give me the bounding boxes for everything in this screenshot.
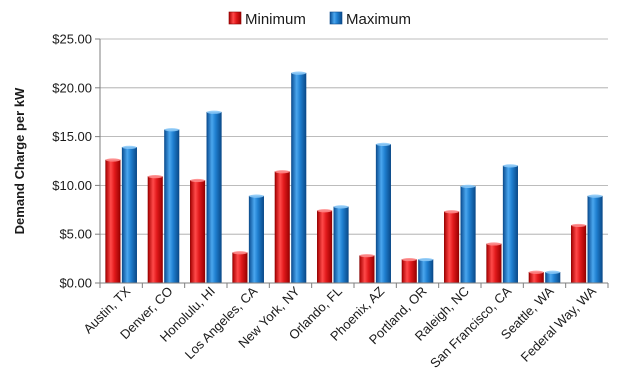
bar-cap-minimum xyxy=(275,170,290,174)
legend: Minimum Maximum xyxy=(228,11,411,28)
bar-maximum xyxy=(418,259,434,284)
bar-cap-minimum xyxy=(190,178,205,183)
bar-cap-maximum xyxy=(460,184,476,188)
legend-swatch-maximum xyxy=(329,11,343,25)
bar-cap-minimum xyxy=(359,254,375,258)
bar-cap-minimum xyxy=(444,210,459,214)
legend-label-maximum: Maximum xyxy=(346,11,411,28)
bar-cap-maximum xyxy=(249,194,264,198)
bar-cap-minimum xyxy=(317,209,332,213)
bar-maximum xyxy=(545,271,561,284)
bar-cap-minimum xyxy=(148,175,163,179)
y-tick-label: $25.00 xyxy=(52,32,92,47)
bar-minimum xyxy=(401,259,417,284)
bar-minimum xyxy=(486,243,502,284)
bar-maximum xyxy=(375,144,391,284)
bar-cap-maximum xyxy=(545,270,560,274)
y-tick-label: $10.00 xyxy=(52,178,92,193)
bar-cap-maximum xyxy=(291,71,306,75)
bar-maximum xyxy=(206,111,222,284)
bar-minimum xyxy=(274,171,290,284)
bar-minimum xyxy=(359,255,375,284)
y-axis-ticks: $0.00 $5.00 $10.00 $15.00 $20.00 $25.00 xyxy=(52,32,100,291)
bar-maximum xyxy=(164,129,180,284)
y-tick-label: $20.00 xyxy=(52,80,92,95)
bar-cap-maximum xyxy=(418,257,433,262)
bar-maximum xyxy=(460,186,476,284)
bar-cap-maximum xyxy=(503,164,518,168)
bar-minimum xyxy=(105,159,121,284)
bar-cap-maximum xyxy=(376,142,391,147)
y-axis-title: Demand Charge per kW xyxy=(12,87,27,234)
bar-minimum xyxy=(528,271,544,284)
bar-cap-minimum xyxy=(105,158,121,162)
bar-minimum xyxy=(232,252,248,284)
bars xyxy=(105,71,603,284)
bar-maximum xyxy=(587,195,603,284)
bar-cap-minimum xyxy=(232,251,248,255)
x-category-label: Los Angeles, CA xyxy=(182,283,261,362)
bar-maximum xyxy=(502,165,518,284)
bar-maximum xyxy=(291,72,307,284)
y-tick-label: $0.00 xyxy=(59,276,92,291)
legend-label-minimum: Minimum xyxy=(245,11,306,28)
bar-maximum xyxy=(333,206,349,284)
bar-minimum xyxy=(147,176,163,284)
bar-cap-maximum xyxy=(122,145,137,149)
bar-cap-maximum xyxy=(333,205,349,209)
bar-cap-minimum xyxy=(529,270,544,274)
bar-minimum xyxy=(317,210,333,284)
bar-cap-minimum xyxy=(402,257,417,262)
y-tick-label: $15.00 xyxy=(52,129,92,144)
bar-cap-maximum xyxy=(206,110,222,114)
bar-cap-maximum xyxy=(587,194,603,198)
bar-maximum xyxy=(248,195,264,284)
y-tick-label: $5.00 xyxy=(59,227,92,242)
bar-cap-maximum xyxy=(164,128,179,132)
legend-swatch-minimum xyxy=(228,11,242,25)
axes xyxy=(99,39,609,288)
bar-cap-minimum xyxy=(486,242,502,246)
bar-minimum xyxy=(571,225,587,284)
bar-maximum xyxy=(121,147,137,284)
x-category-label: Federal Way, WA xyxy=(518,283,599,364)
bar-minimum xyxy=(444,211,460,284)
gridlines xyxy=(100,38,608,235)
bar-cap-minimum xyxy=(571,223,586,228)
bar-minimum xyxy=(190,180,206,284)
